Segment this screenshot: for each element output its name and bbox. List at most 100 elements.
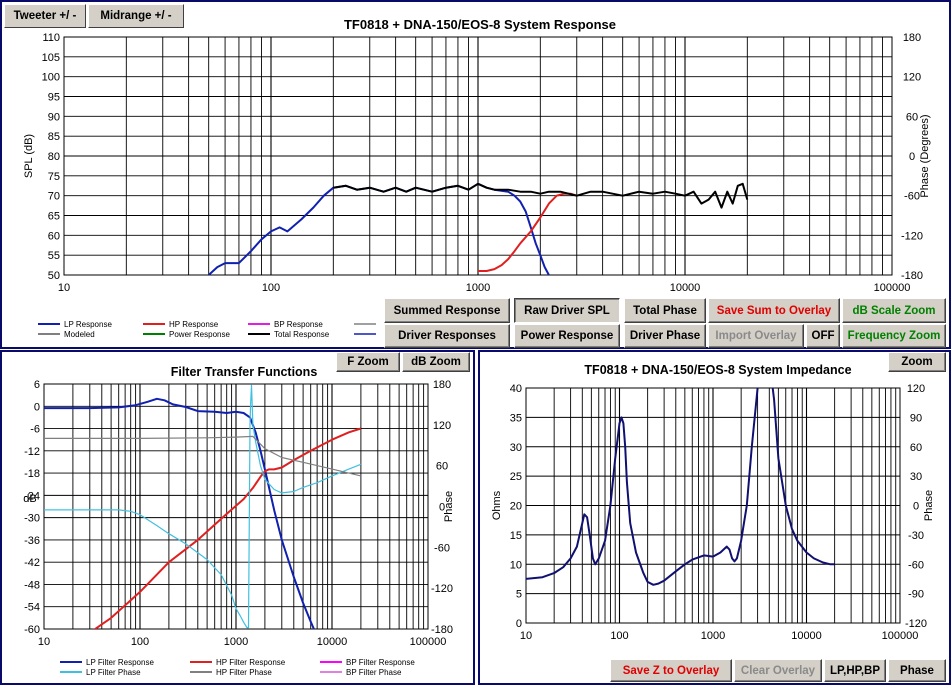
db-zoom-button[interactable]: dB Zoom <box>402 352 470 372</box>
y-tick-label: 40 <box>510 383 522 395</box>
frequency-zoom-button[interactable]: Frequency Zoom <box>842 324 946 348</box>
driver-phase-button[interactable]: Driver Phase <box>624 324 706 348</box>
y-tick-label: 15 <box>510 530 522 542</box>
impedance-zoom-button[interactable]: Zoom <box>888 352 946 372</box>
y2-tick-label: -120 <box>905 618 927 630</box>
chart-title: TF0818 + DNA-150/EOS-8 System Impedance <box>584 363 851 377</box>
y-tick-label: -6 <box>30 424 40 436</box>
y-tick-label: 100 <box>42 72 60 84</box>
y-tick-label: -30 <box>24 513 40 525</box>
x-tick-label: 1000 <box>701 630 725 642</box>
x-tick-label: 100 <box>131 636 149 648</box>
y2-tick-label: -180 <box>901 270 923 282</box>
system-response-chart: TF0818 + DNA-150/EOS-8 System Response 10… <box>23 17 931 339</box>
raw-driver-spl-button[interactable]: Raw Driver SPL <box>514 298 620 323</box>
chart-title: Filter Transfer Functions <box>171 365 318 379</box>
y-axis-label: dB <box>23 493 36 505</box>
series-line-3 <box>44 435 362 477</box>
y-tick-label: 90 <box>48 111 60 123</box>
series-line-2 <box>44 384 362 629</box>
x-tick-label: 10000 <box>317 636 348 648</box>
x-tick-label: 100000 <box>410 636 447 648</box>
legend-label: Total Response <box>274 330 330 339</box>
y-tick-label: 50 <box>48 270 60 282</box>
y2-tick-label: 60 <box>436 461 448 473</box>
y2-axis-label: Phase (Degrees) <box>919 114 931 197</box>
y-tick-label: -48 <box>24 579 40 591</box>
y2-tick-label: -60 <box>434 542 450 554</box>
y-tick-label: 60 <box>48 230 60 242</box>
x-tick-label: 10 <box>58 282 70 294</box>
filter-transfer-panel: Filter Transfer Functions 10 100 1000 10000 1… <box>0 350 475 685</box>
save-z-to-overlay-button[interactable]: Save Z to Overlay <box>610 659 732 682</box>
y-tick-label: 110 <box>42 32 60 44</box>
save-sum-to-overlay-button[interactable]: Save Sum to Overlay <box>708 298 840 323</box>
y2-tick-label: 60 <box>906 111 918 123</box>
legend-label: BP Response <box>274 320 323 329</box>
y-tick-label: 5 <box>516 589 522 601</box>
phase-button[interactable]: Phase <box>888 659 946 682</box>
tab-tweeter[interactable]: Tweeter +/ - <box>4 4 86 28</box>
y2-tick-label: -120 <box>431 583 453 595</box>
y-tick-label: 85 <box>48 131 60 143</box>
x-tick-label: 100000 <box>882 630 919 642</box>
x-tick-label: 10000 <box>791 630 822 642</box>
y2-tick-label: -90 <box>908 589 924 601</box>
y2-tick-label: -120 <box>901 230 923 242</box>
system-impedance-panel: TF0818 + DNA-150/EOS-8 System Impedance 1… <box>478 350 951 685</box>
y2-tick-label: -60 <box>908 559 924 571</box>
y-axis-label: Ohms <box>491 490 503 520</box>
power-response-button[interactable]: Power Response <box>514 324 620 348</box>
y2-tick-label: 60 <box>910 442 922 454</box>
y-tick-label: 65 <box>48 211 60 223</box>
x-tick-label: 10000 <box>670 282 701 294</box>
legend-label: BP Filter Phase <box>346 668 402 677</box>
x-tick-label: 100 <box>610 630 628 642</box>
y-tick-label: 80 <box>48 151 60 163</box>
overlay-off-button[interactable]: OFF <box>806 324 840 348</box>
import-overlay-button[interactable]: Import Overlay <box>708 324 804 348</box>
clear-overlay-button[interactable]: Clear Overlay <box>734 659 822 682</box>
y-tick-label: -54 <box>24 602 40 614</box>
y-tick-label: -36 <box>24 535 40 547</box>
y-tick-label: -42 <box>24 557 40 569</box>
y2-tick-label: 90 <box>910 412 922 424</box>
tab-midrange[interactable]: Midrange +/ - <box>88 4 184 28</box>
y-tick-label: 0 <box>34 401 40 413</box>
driver-responses-button[interactable]: Driver Responses <box>384 324 510 348</box>
legend-label: HP Filter Response <box>216 658 286 667</box>
y-tick-label: 6 <box>34 379 40 391</box>
series-line-0 <box>526 388 835 586</box>
y-tick-label: 0 <box>516 618 522 630</box>
y-tick-label: -12 <box>24 446 40 458</box>
total-phase-button[interactable]: Total Phase <box>624 298 706 323</box>
y2-tick-label: -180 <box>431 624 453 636</box>
system-response-panel: TF0818 + DNA-150/EOS-8 System Response 10… <box>0 0 951 349</box>
series-line-1 <box>478 192 578 272</box>
legend-label: BP Filter Response <box>346 658 415 667</box>
y2-tick-label: 120 <box>903 72 921 84</box>
y2-tick-label: -30 <box>908 530 924 542</box>
y-tick-label: 105 <box>42 52 60 64</box>
f-zoom-button[interactable]: F Zoom <box>336 352 400 372</box>
series-line-0 <box>44 397 315 629</box>
legend-label: HP Response <box>169 320 219 329</box>
x-tick-label: 1000 <box>224 636 248 648</box>
y-tick-label: 70 <box>48 191 60 203</box>
x-tick-label: 100000 <box>874 282 911 294</box>
legend-label: LP Filter Phase <box>86 668 141 677</box>
lp-hp-bp-button[interactable]: LP,HP,BP <box>824 659 886 682</box>
y-tick-label: 95 <box>48 92 60 104</box>
y2-tick-label: -60 <box>904 191 920 203</box>
db-scale-zoom-button[interactable]: dB Scale Zoom <box>842 298 946 323</box>
y-tick-label: 30 <box>510 442 522 454</box>
y-tick-label: -24 <box>24 490 40 502</box>
y-axis-label: SPL (dB) <box>23 134 35 178</box>
y-tick-label: 75 <box>48 171 60 183</box>
legend-label: Modeled <box>64 330 95 339</box>
system-impedance-chart: TF0818 + DNA-150/EOS-8 System Impedance 1… <box>491 363 935 642</box>
y2-tick-label: 180 <box>903 32 921 44</box>
summed-response-button[interactable]: Summed Response <box>384 298 510 323</box>
y2-tick-label: 120 <box>433 420 451 432</box>
y-tick-label: 35 <box>510 412 522 424</box>
